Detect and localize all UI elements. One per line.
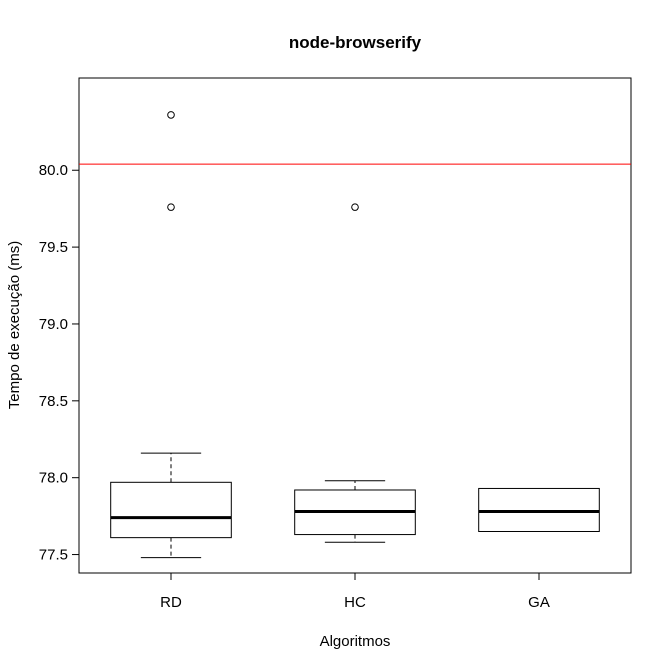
x-tick-label-2: GA — [528, 594, 550, 611]
y-axis-label: Tempo de execução (ms) — [6, 241, 23, 409]
box-RD — [110, 111, 232, 559]
outlier-RD-1 — [167, 111, 175, 119]
y-tick-label-3: 79.0 — [39, 316, 68, 333]
x-tick-label-0: RD — [160, 594, 182, 611]
x-tick-label-1: HC — [344, 594, 366, 611]
y-axis: 77.5 78.0 78.5 79.0 79.5 80.0 — [39, 162, 80, 564]
outlier-HC-0 — [351, 203, 359, 211]
box-body-RD — [110, 481, 232, 539]
x-axis: RD HC GA — [160, 572, 550, 611]
y-tick-label-4: 79.5 — [39, 239, 68, 256]
box-HC — [294, 203, 416, 543]
y-tick-label-2: 78.5 — [39, 393, 68, 410]
boxes-group — [110, 111, 600, 559]
y-tick-label-5: 80.0 — [39, 162, 68, 179]
outlier-RD-0 — [167, 203, 175, 211]
chart-title: node-browserify — [289, 33, 422, 52]
box-body-GA — [478, 487, 600, 532]
x-axis-label: Algoritmos — [320, 633, 391, 650]
box-GA — [478, 487, 600, 532]
y-tick-label-1: 78.0 — [39, 470, 68, 487]
y-tick-label-0: 77.5 — [39, 547, 68, 564]
